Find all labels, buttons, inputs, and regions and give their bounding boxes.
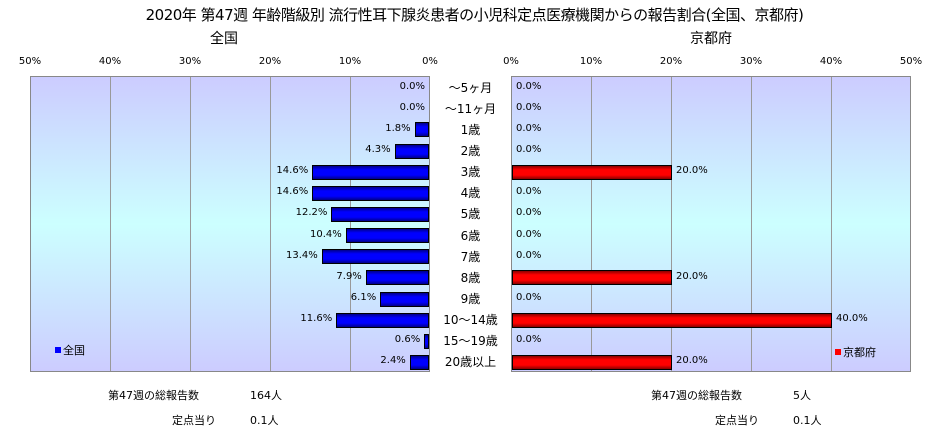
legend-kyoto: 京都府 bbox=[835, 344, 876, 360]
legend-national: 全国 bbox=[55, 342, 85, 358]
category-label: 6歳 bbox=[460, 228, 481, 243]
data-label-kyoto: 0.0% bbox=[516, 207, 542, 219]
data-label-national: 0.0% bbox=[399, 101, 425, 113]
bar-national bbox=[312, 185, 429, 201]
data-label-kyoto: 0.0% bbox=[516, 144, 542, 155]
data-label-national: 14.6% bbox=[276, 165, 309, 177]
data-label-kyoto: 0.0% bbox=[516, 80, 542, 92]
kyoto-total: 5人 bbox=[793, 389, 811, 402]
national-per-label: 定点当り bbox=[172, 414, 216, 427]
data-label-kyoto: 0.0% bbox=[516, 186, 542, 198]
left-chart-title: 全国 bbox=[210, 31, 238, 47]
bar-national bbox=[409, 354, 429, 370]
legend-label: 全国 bbox=[63, 344, 85, 357]
x-tick-label: 20% bbox=[258, 56, 282, 67]
data-label-kyoto: 40.0% bbox=[836, 313, 868, 325]
data-label-national: 2.4% bbox=[380, 355, 406, 367]
bar-kyoto bbox=[512, 164, 672, 180]
bar-national bbox=[321, 249, 429, 265]
kyoto-total-label: 第47週の総報告数 bbox=[651, 389, 742, 402]
data-label-kyoto: 0.0% bbox=[516, 122, 542, 134]
gridline bbox=[110, 77, 111, 371]
bar-national bbox=[331, 206, 429, 222]
data-label-national: 0.6% bbox=[394, 334, 421, 346]
x-tick-label: 50% bbox=[18, 56, 42, 67]
x-tick-label: 10% bbox=[338, 56, 362, 67]
data-label-kyoto: 0.0% bbox=[516, 228, 542, 240]
bar-national bbox=[345, 228, 429, 244]
data-label-national: 1.8% bbox=[385, 122, 411, 134]
left-plot-area: 0.0% 0.0% 1.8% 4.3% 14.6% 14.6% 12.2% 10.4% 13.4… bbox=[30, 76, 430, 372]
bar-kyoto bbox=[512, 270, 672, 286]
national-total: 164人 bbox=[250, 389, 282, 402]
national-per: 0.1人 bbox=[250, 414, 279, 427]
bar-national bbox=[424, 333, 429, 349]
gridline bbox=[671, 77, 672, 371]
category-label: 4歳 bbox=[460, 186, 481, 201]
category-label: 15～19歳 bbox=[443, 334, 498, 349]
data-label-national: 12.2% bbox=[295, 207, 328, 219]
category-label: ～11ヶ月 bbox=[444, 101, 497, 116]
x-tick-label: 40% bbox=[819, 56, 843, 67]
data-label-national: 11.6% bbox=[300, 313, 333, 325]
bar-national bbox=[380, 291, 429, 307]
data-label-kyoto: 0.0% bbox=[516, 334, 542, 346]
bar-national bbox=[365, 270, 429, 286]
data-label-kyoto: 0.0% bbox=[516, 249, 542, 261]
kyoto-per: 0.1人 bbox=[793, 414, 822, 427]
bar-national bbox=[414, 122, 429, 138]
category-label: 20歳以上 bbox=[444, 355, 497, 370]
x-tick-label: 0% bbox=[503, 56, 519, 67]
category-label: 8歳 bbox=[460, 270, 481, 285]
data-label-national: 0.0% bbox=[399, 80, 425, 92]
data-label-kyoto: 20.0% bbox=[676, 355, 708, 367]
gridline bbox=[591, 77, 592, 371]
x-tick-label: 10% bbox=[579, 56, 603, 67]
kyoto-per-label: 定点当り bbox=[715, 414, 759, 427]
category-label: 3歳 bbox=[460, 165, 481, 180]
x-tick-label: 30% bbox=[178, 56, 202, 67]
category-label: 2歳 bbox=[460, 144, 481, 158]
data-label-kyoto: 0.0% bbox=[516, 101, 542, 113]
bar-kyoto bbox=[512, 354, 672, 370]
category-label: 10～14歳 bbox=[443, 313, 498, 328]
chart-title: 2020年 第47週 年齢階級別 流行性耳下腺炎患者の小児科定点医療機関からの報… bbox=[145, 6, 804, 24]
x-tick-label: 50% bbox=[899, 56, 923, 67]
right-plot-area: 0.0% 0.0% 0.0% 0.0% 20.0% 0.0% 0.0% 0.0% 0.0% 20.… bbox=[511, 76, 911, 372]
data-label-national: 13.4% bbox=[286, 249, 318, 261]
x-tick-label: 40% bbox=[98, 56, 122, 67]
right-chart-title: 京都府 bbox=[690, 31, 732, 47]
bar-national bbox=[394, 143, 429, 159]
bar-national bbox=[312, 164, 429, 180]
category-label: 1歳 bbox=[460, 122, 481, 137]
gridline bbox=[350, 77, 351, 371]
x-tick-label: 20% bbox=[659, 56, 683, 67]
bar-national bbox=[336, 312, 429, 328]
data-label-national: 4.3% bbox=[365, 144, 391, 155]
bar-kyoto bbox=[512, 312, 832, 328]
legend-label: 京都府 bbox=[843, 346, 876, 359]
data-label-national: 14.6% bbox=[276, 186, 309, 198]
national-total-label: 第47週の総報告数 bbox=[108, 389, 199, 402]
data-label-kyoto: 20.0% bbox=[676, 165, 708, 177]
data-label-national: 10.4% bbox=[310, 228, 342, 240]
x-tick-label: 0% bbox=[422, 56, 438, 67]
data-label-national: 7.9% bbox=[336, 270, 362, 282]
category-label: 9歳 bbox=[460, 292, 481, 306]
x-tick-label: 30% bbox=[739, 56, 763, 67]
category-label: ～5ヶ月 bbox=[448, 80, 493, 95]
gridline bbox=[751, 77, 752, 371]
category-label: 7歳 bbox=[460, 249, 481, 264]
data-label-national: 6.1% bbox=[350, 292, 377, 303]
data-label-kyoto: 20.0% bbox=[676, 270, 708, 282]
data-label-kyoto: 0.0% bbox=[516, 292, 542, 303]
gridline bbox=[831, 77, 832, 371]
gridline bbox=[270, 77, 271, 371]
category-label: 5歳 bbox=[460, 207, 481, 222]
gridline bbox=[190, 77, 191, 371]
